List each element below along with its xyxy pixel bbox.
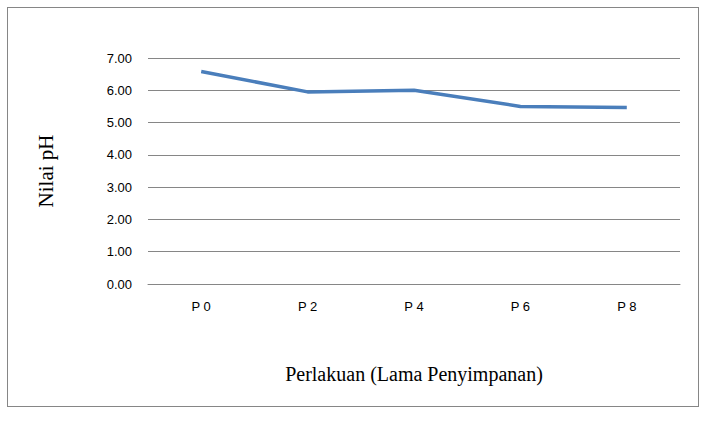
svg-text:P 4: P 4 [404,299,423,314]
svg-text:P 6: P 6 [511,299,530,314]
svg-text:Perlakuan (Lama Penyimpanan): Perlakuan (Lama Penyimpanan) [285,363,543,386]
svg-text:P 2: P 2 [298,299,317,314]
svg-text:4.00: 4.00 [107,147,132,162]
svg-text:Nilai pH: Nilai pH [34,135,58,208]
svg-text:1.00: 1.00 [107,244,132,259]
svg-text:P 0: P 0 [192,299,211,314]
svg-text:P 8: P 8 [617,299,636,314]
svg-text:0.00: 0.00 [107,277,132,292]
svg-text:3.00: 3.00 [107,180,132,195]
svg-text:6.00: 6.00 [107,83,132,98]
svg-text:5.00: 5.00 [107,115,132,130]
svg-text:7.00: 7.00 [107,51,132,66]
svg-text:2.00: 2.00 [107,212,132,227]
